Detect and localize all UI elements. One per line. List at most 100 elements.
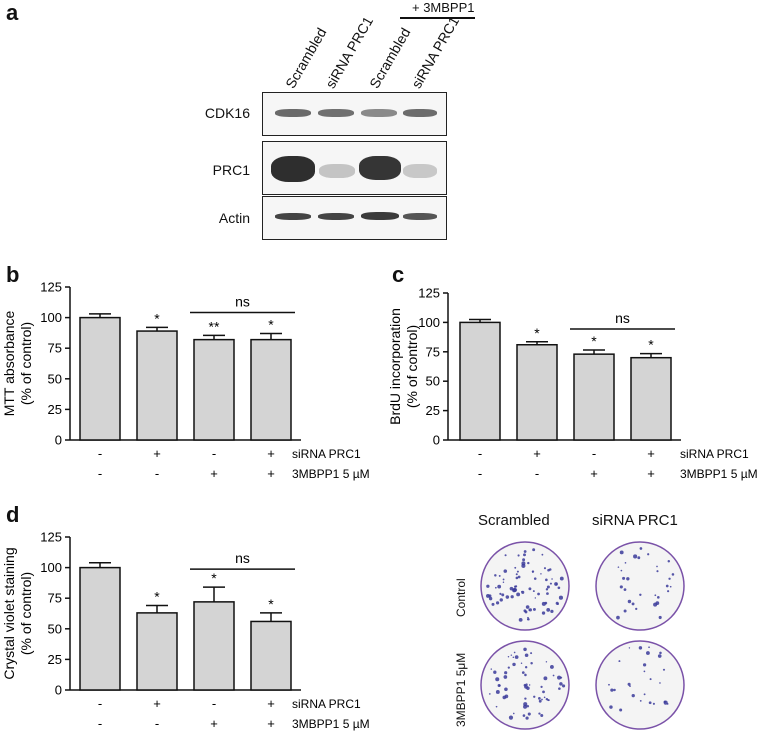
colony-dot	[546, 607, 551, 612]
colony-dot	[538, 712, 541, 715]
y-axis-label: (% of control)	[18, 322, 34, 405]
colony-dot	[502, 581, 505, 583]
colony-dot	[521, 561, 526, 566]
colony-dot	[502, 578, 505, 581]
band	[318, 213, 354, 220]
y-tick-label: 100	[418, 315, 440, 330]
colony-dot	[668, 577, 671, 580]
colony-dot	[540, 713, 544, 717]
colony-dot	[527, 712, 531, 716]
condition-sign: -	[98, 466, 102, 481]
colony-dot	[541, 553, 544, 556]
colony-dot	[637, 556, 641, 560]
significance-marker: *	[648, 337, 654, 353]
colony-dot	[659, 651, 662, 655]
y-tick-label: 125	[40, 530, 62, 545]
colony-dot	[520, 662, 523, 664]
colony-dot	[538, 697, 541, 700]
y-tick-label: 0	[433, 433, 440, 448]
colony-dot	[522, 558, 526, 562]
colony-dot	[665, 584, 669, 588]
colony-dot	[639, 699, 642, 702]
colony-dot	[608, 683, 610, 686]
colony-dot	[543, 696, 546, 699]
band	[403, 164, 437, 178]
y-tick-label: 50	[48, 621, 62, 636]
colony-dot	[513, 585, 517, 588]
colony-dot	[560, 676, 563, 679]
colony-dot	[527, 561, 530, 565]
colony-dot	[550, 609, 554, 613]
colony-dot	[555, 583, 558, 586]
condition-sign: +	[590, 466, 598, 481]
significance-marker: **	[209, 318, 220, 334]
colony-dot	[548, 568, 552, 571]
colony-dot	[547, 699, 549, 701]
bar-chart-brdu: 0 25 50 75 100 125 BrdU incorporation (% of con…	[390, 286, 758, 482]
colony-dot	[619, 708, 623, 712]
significance-marker: *	[534, 325, 540, 341]
y-tick-label: 125	[40, 280, 62, 295]
colony-dot	[537, 592, 540, 596]
colony-dot	[525, 716, 529, 720]
colony-dot	[523, 647, 527, 652]
bar	[136, 612, 178, 691]
band	[275, 109, 311, 117]
y-tick-label: 0	[55, 683, 62, 698]
bar	[459, 321, 501, 441]
condition-sign: +	[153, 696, 161, 711]
significance-marker: *	[154, 310, 160, 326]
colony-dot	[531, 570, 535, 573]
colony-dot	[486, 593, 490, 598]
band	[361, 109, 397, 117]
colony-dot	[528, 608, 532, 612]
colony-dot	[549, 582, 552, 585]
colony-dot	[627, 682, 631, 686]
colony-dot	[546, 585, 550, 589]
colony-dot	[642, 663, 647, 667]
colony-dot	[528, 609, 530, 611]
colony-dot	[628, 647, 631, 649]
colony-dot	[544, 601, 548, 605]
colony-dot	[545, 588, 549, 591]
significance-marker: *	[591, 333, 597, 349]
colony-dot	[521, 590, 523, 593]
colony-dot	[495, 601, 500, 605]
colony-dot	[633, 554, 638, 559]
lane-label-4: siRNA PRC1	[408, 13, 463, 91]
colony-dot	[623, 588, 627, 591]
colony-dot	[609, 705, 613, 709]
colony-dot	[525, 605, 530, 609]
significance-marker: *	[211, 570, 217, 586]
colony-dot	[512, 712, 515, 715]
y-axis-label: (% of control)	[18, 572, 34, 655]
colony-dot	[499, 592, 502, 595]
colony-dot	[523, 553, 526, 557]
colony-dot	[643, 670, 646, 673]
band	[359, 156, 401, 180]
dish-col-label-scrambled: Scrambled	[478, 512, 550, 529]
blot-strip-actin	[262, 196, 447, 240]
y-tick-label: 50	[48, 371, 62, 386]
colony-dot	[530, 661, 533, 665]
lane-label-3: Scrambled	[366, 25, 414, 91]
blot-strip-cdk16	[262, 92, 447, 136]
y-axis-label: Crystal violet staining	[1, 547, 17, 679]
y-tick-label: 125	[418, 286, 440, 301]
colony-dot	[543, 567, 547, 570]
colony-dot	[656, 565, 658, 568]
colony-dot	[616, 615, 620, 620]
culture-dish	[595, 541, 685, 631]
colony-dot	[504, 554, 507, 557]
colony-dot	[631, 693, 635, 698]
condition-sign: +	[533, 446, 541, 461]
colony-dot	[557, 675, 562, 680]
condition-sign: +	[267, 466, 275, 481]
colony-dot	[618, 660, 621, 663]
colony-dot	[488, 596, 493, 601]
colony-dot	[502, 695, 507, 700]
colony-dot	[497, 584, 502, 589]
colony-dot	[545, 661, 548, 663]
colony-dot	[503, 675, 508, 679]
colony-dot	[503, 569, 508, 573]
